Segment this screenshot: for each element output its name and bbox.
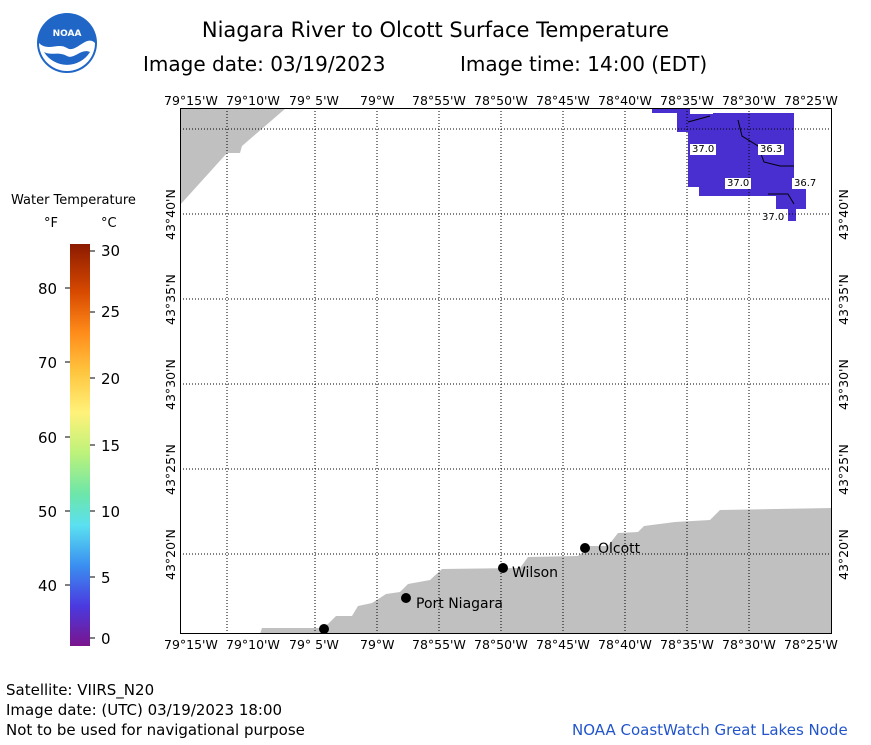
legend-tick-f: 80 xyxy=(38,280,58,298)
legend-tick-c: 10 xyxy=(101,503,121,521)
lat-label-right: 43°25'N xyxy=(836,444,851,495)
lat-label-right: 43°40'N xyxy=(836,189,851,240)
lon-label-bottom: 78°40'W xyxy=(598,637,652,652)
lon-label-bottom: 79°W xyxy=(360,637,395,652)
land-canada xyxy=(180,108,286,205)
land-south-shore xyxy=(260,508,832,634)
legend-tick-c: 25 xyxy=(101,303,121,321)
noaa-logo: NOAA xyxy=(36,12,98,74)
legend-tick-c: 15 xyxy=(101,437,121,455)
image-time: Image time: 14:00 (EDT) xyxy=(460,52,708,76)
town-marker-port-niagara xyxy=(401,593,411,603)
lon-label-bottom: 79°15'W xyxy=(164,637,218,652)
lon-label-bottom: 78°55'W xyxy=(412,637,466,652)
lon-label-bottom: 78°45'W xyxy=(536,637,590,652)
place-label-wilson: Wilson xyxy=(512,565,559,581)
legend-tick-f: 50 xyxy=(38,503,58,521)
legend-tick-f: 60 xyxy=(38,429,58,447)
disclaimer: Not to be used for navigational purpose xyxy=(6,721,305,739)
lon-label-top: 79°15'W xyxy=(164,93,218,108)
noaa-logo-text: NOAA xyxy=(53,29,82,39)
legend-title: Water Temperature xyxy=(11,193,136,208)
legend-tick-f: 40 xyxy=(38,577,58,595)
lon-label-top: 78°40'W xyxy=(598,93,652,108)
lat-label-right: 43°30'N xyxy=(836,359,851,410)
lon-label-bottom: 78°25'W xyxy=(784,637,838,652)
contour-label: 36.7 xyxy=(792,178,819,189)
lon-label-top: 79°10'W xyxy=(226,93,280,108)
legend-unit-f: °F xyxy=(44,216,58,231)
place-label-olcott: Olcott xyxy=(598,541,641,557)
legend-tick-c: 0 xyxy=(101,630,111,648)
lon-label-top: 78°30'W xyxy=(722,93,776,108)
lon-label-top: 78°55'W xyxy=(412,93,466,108)
town-marker-west xyxy=(319,624,329,634)
lon-label-top: 78°50'W xyxy=(474,93,528,108)
lon-label-bottom: 78°50'W xyxy=(474,637,528,652)
legend-tick-c: 5 xyxy=(101,569,111,587)
water-temperature-region xyxy=(652,108,806,221)
credit-link[interactable]: NOAA CoastWatch Great Lakes Node xyxy=(572,721,848,739)
color-scale xyxy=(65,244,95,646)
lat-label-left: 43°30'N xyxy=(163,359,178,410)
lat-label-left: 43°25'N xyxy=(163,444,178,495)
lat-label-left: 43°40'N xyxy=(163,189,178,240)
lon-label-top: 78°25'W xyxy=(784,93,838,108)
contour-label: 37.0 xyxy=(690,144,717,155)
lon-label-bottom: 78°35'W xyxy=(660,637,714,652)
map-panel xyxy=(180,108,832,634)
utc-date: Image date: (UTC) 03/19/2023 18:00 xyxy=(6,701,283,719)
lon-label-top: 78°45'W xyxy=(536,93,590,108)
lon-label-bottom: 79°10'W xyxy=(226,637,280,652)
legend-unit-c: °C xyxy=(101,216,117,231)
lat-label-right: 43°20'N xyxy=(836,529,851,580)
contour-label: 37.0 xyxy=(725,178,752,189)
image-date: Image date: 03/19/2023 xyxy=(143,52,386,76)
lon-label-top: 78°35'W xyxy=(660,93,714,108)
legend-tick-c: 30 xyxy=(101,242,121,260)
lon-label-top: 79°W xyxy=(360,93,395,108)
contour-label: 37.0 xyxy=(760,212,787,223)
lon-label-top: 79° 5'W xyxy=(289,93,339,108)
lon-label-bottom: 78°30'W xyxy=(722,637,776,652)
satellite-info: Satellite: VIIRS_N20 xyxy=(6,681,155,699)
map-title: Niagara River to Olcott Surface Temperat… xyxy=(201,18,670,42)
lat-label-right: 43°35'N xyxy=(836,274,851,325)
place-label-port-niagara: Port Niagara xyxy=(416,596,503,612)
contour-label: 36.3 xyxy=(758,144,785,155)
legend-tick-f: 70 xyxy=(38,354,58,372)
town-marker-wilson xyxy=(498,563,508,573)
town-marker-olcott xyxy=(580,543,590,553)
lat-label-left: 43°35'N xyxy=(163,274,178,325)
legend-tick-c: 20 xyxy=(101,370,121,388)
lat-label-left: 43°20'N xyxy=(163,529,178,580)
lon-label-bottom: 79° 5'W xyxy=(289,637,339,652)
